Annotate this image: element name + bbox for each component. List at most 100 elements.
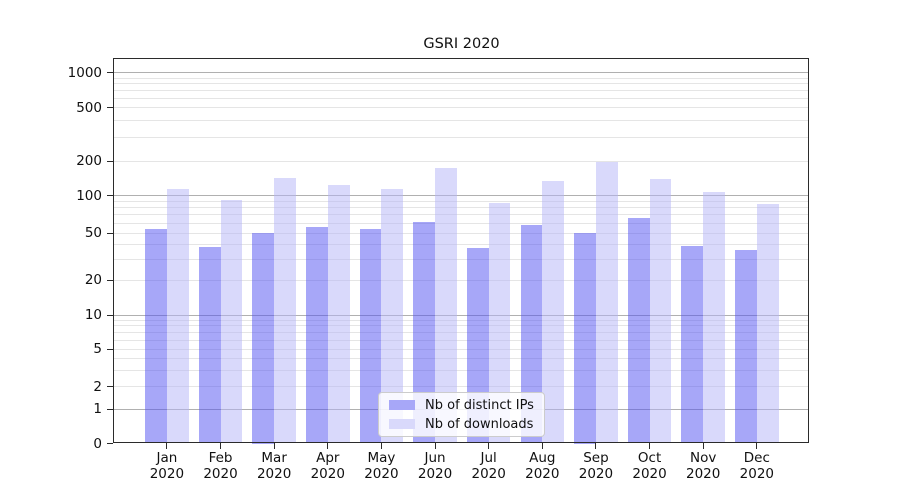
bar-distinct-ips-dec bbox=[735, 249, 757, 444]
bar-distinct-ips-may bbox=[359, 228, 382, 444]
x-tick-label: Dec 2020 bbox=[739, 450, 774, 482]
gridline-minor bbox=[114, 386, 808, 388]
bar-downloads-feb bbox=[220, 199, 243, 444]
gridline-minor bbox=[114, 97, 808, 99]
x-tick bbox=[434, 443, 436, 449]
gridline-minor bbox=[114, 319, 808, 321]
bar-distinct-ips-nov bbox=[681, 245, 704, 444]
x-tick bbox=[702, 443, 704, 449]
y-tick-label: 200 bbox=[76, 153, 102, 169]
x-tick-label: May 2020 bbox=[364, 450, 399, 482]
y-tick-label: 50 bbox=[84, 225, 102, 241]
bar-downloads-may bbox=[381, 189, 404, 444]
gridline-minor bbox=[114, 222, 808, 224]
y-tick bbox=[107, 443, 113, 444]
x-tick-label: Feb 2020 bbox=[203, 450, 238, 482]
legend-item-downloads: Nb of downloads bbox=[387, 416, 536, 432]
gridline-minor bbox=[114, 325, 808, 327]
x-tick bbox=[380, 443, 382, 449]
x-tick-label: Aug 2020 bbox=[525, 450, 560, 482]
gridline-minor bbox=[114, 357, 808, 359]
y-tick bbox=[107, 408, 113, 410]
y-tick-label: 0 bbox=[93, 435, 102, 452]
x-tick bbox=[488, 443, 490, 449]
y-tick-label: 5 bbox=[93, 341, 102, 357]
y-tick bbox=[107, 160, 113, 162]
y-tick bbox=[107, 314, 113, 316]
legend-swatch-downloads-icon bbox=[389, 419, 415, 429]
bar-downloads-sep bbox=[595, 162, 618, 444]
x-tick-label: Jan 2020 bbox=[149, 450, 185, 482]
y-tick bbox=[107, 107, 113, 109]
bar-downloads-jul bbox=[488, 203, 511, 444]
y-tick bbox=[107, 386, 113, 388]
x-tick-label: Mar 2020 bbox=[256, 450, 292, 482]
legend-label-distinct-ips: Nb of distinct IPs bbox=[425, 397, 534, 413]
bar-distinct-ips-feb bbox=[198, 247, 221, 444]
x-tick bbox=[327, 443, 329, 449]
bar-distinct-ips-jan bbox=[145, 228, 167, 444]
y-tick bbox=[107, 279, 113, 281]
y-tick-label: 100 bbox=[76, 187, 102, 204]
y-tick bbox=[107, 348, 113, 350]
bar-downloads-apr bbox=[327, 184, 350, 444]
bar-distinct-ips-aug bbox=[520, 225, 543, 444]
gridline-minor bbox=[114, 339, 808, 341]
gridline-minor bbox=[114, 136, 808, 138]
gridline-minor bbox=[114, 348, 808, 350]
bar-downloads-oct bbox=[649, 178, 672, 444]
gridline-minor bbox=[114, 107, 808, 109]
bar-downloads-nov bbox=[703, 191, 725, 444]
gridline-minor bbox=[114, 232, 808, 234]
x-tick bbox=[166, 443, 168, 449]
bar-downloads-aug bbox=[542, 180, 565, 444]
gridline-minor bbox=[114, 200, 808, 202]
x-tick-label: Jul 2020 bbox=[471, 450, 506, 482]
legend: Nb of distinct IPs Nb of downloads bbox=[378, 392, 545, 437]
gridline-minor bbox=[114, 279, 808, 281]
y-tick-label: 1 bbox=[93, 401, 102, 417]
y-tick-label: 2 bbox=[93, 378, 102, 395]
x-tick bbox=[541, 443, 543, 449]
x-tick-label: Jun 2020 bbox=[417, 450, 453, 482]
x-tick-label: Apr 2020 bbox=[310, 450, 345, 482]
bar-distinct-ips-jun bbox=[413, 222, 436, 444]
bar-distinct-ips-oct bbox=[627, 218, 650, 444]
legend-swatch-distinct-ips-icon bbox=[389, 400, 415, 410]
y-tick bbox=[107, 232, 113, 234]
x-tick-label: Nov 2020 bbox=[686, 450, 721, 482]
x-tick bbox=[649, 443, 651, 449]
legend-item-distinct-ips: Nb of distinct IPs bbox=[387, 397, 536, 413]
gridline-minor bbox=[114, 207, 808, 209]
gridline-minor bbox=[114, 258, 808, 260]
gridline-minor bbox=[114, 90, 808, 92]
y-tick bbox=[107, 72, 113, 74]
x-tick bbox=[220, 443, 222, 449]
bar-downloads-jan bbox=[166, 188, 189, 444]
bar-downloads-mar bbox=[274, 177, 296, 444]
gridline-minor bbox=[114, 120, 808, 122]
gridline-major bbox=[114, 314, 808, 316]
x-tick-label: Oct 2020 bbox=[632, 450, 667, 482]
y-tick bbox=[107, 195, 113, 197]
bar-distinct-ips-sep bbox=[574, 233, 596, 444]
bar-distinct-ips-apr bbox=[305, 226, 328, 444]
x-tick bbox=[595, 443, 597, 449]
bar-downloads-dec bbox=[756, 204, 779, 444]
gridline-minor bbox=[114, 214, 808, 216]
gridline-minor bbox=[114, 331, 808, 333]
gridline-minor bbox=[114, 83, 808, 85]
y-tick-label: 10 bbox=[84, 307, 102, 323]
x-tick bbox=[273, 443, 275, 449]
y-tick-label: 500 bbox=[76, 99, 102, 116]
bar-distinct-ips-mar bbox=[252, 233, 275, 444]
bar-downloads-jun bbox=[435, 167, 457, 444]
gridline-major bbox=[114, 195, 808, 197]
x-tick bbox=[756, 443, 758, 449]
y-tick-label: 20 bbox=[84, 272, 102, 288]
gridline-minor bbox=[114, 77, 808, 79]
legend-label-downloads: Nb of downloads bbox=[425, 416, 534, 432]
gridline-major bbox=[114, 72, 808, 74]
gridline-minor bbox=[114, 160, 808, 162]
